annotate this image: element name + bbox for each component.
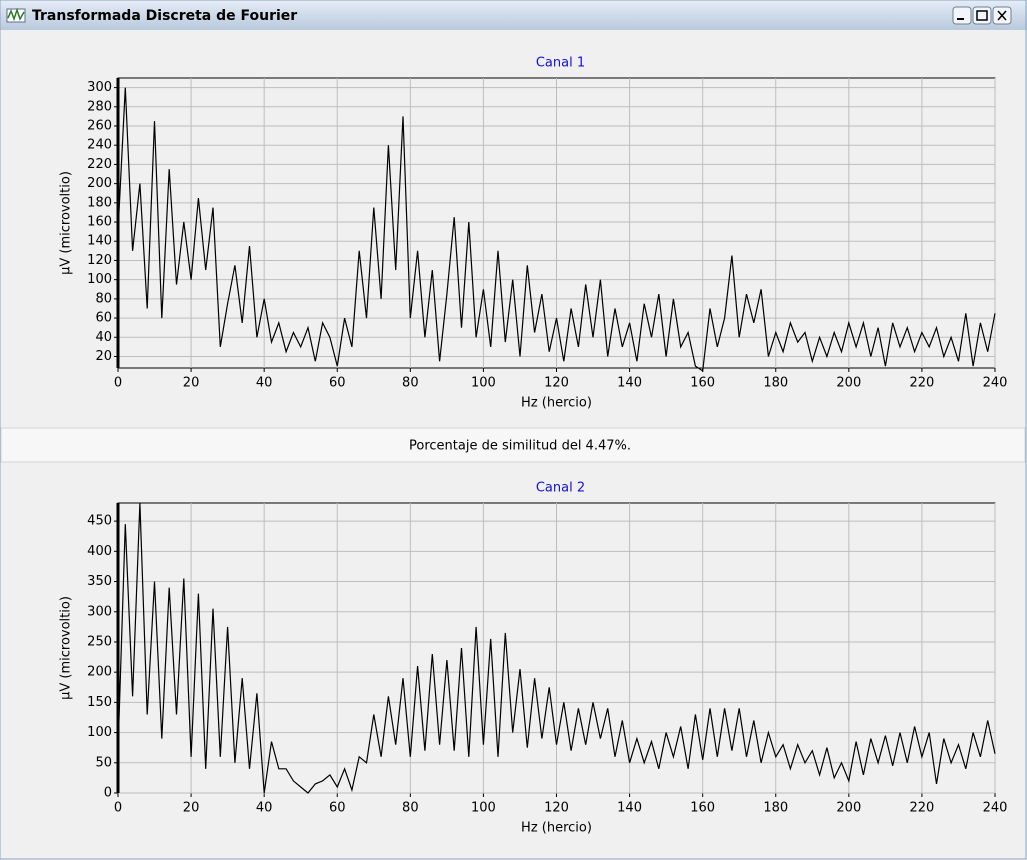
y-tick-label: 240 — [87, 138, 112, 153]
y-tick-label: 40 — [95, 330, 112, 345]
similarity-text: Porcentaje de similitud del 4.47%. — [409, 439, 631, 454]
data-line — [117, 87, 996, 372]
minimize-button[interactable] — [952, 6, 972, 25]
y-tick-label: 220 — [87, 157, 112, 172]
y-tick-label: 300 — [87, 604, 112, 619]
x-tick-label: 100 — [471, 376, 496, 391]
y-tick-label: 350 — [87, 574, 112, 589]
y-tick-label: 200 — [87, 176, 112, 191]
y-tick-label: 100 — [87, 272, 112, 287]
x-tick-label: 220 — [910, 801, 935, 816]
y-tick-label: 250 — [87, 634, 112, 649]
y-tick-label: 160 — [87, 215, 112, 230]
x-tick-label: 180 — [763, 376, 788, 391]
x-tick-label: 160 — [690, 376, 715, 391]
x-tick-label: 60 — [329, 376, 346, 391]
chart-title: Canal 1 — [536, 56, 585, 71]
x-tick-label: 80 — [402, 801, 419, 816]
x-tick-label: 60 — [329, 801, 346, 816]
y-tick-label: 180 — [87, 195, 112, 210]
x-tick-label: 140 — [617, 376, 642, 391]
y-tick-label: 120 — [87, 253, 112, 268]
x-tick-label: 0 — [114, 376, 122, 391]
data-line — [117, 502, 996, 794]
x-tick-label: 160 — [690, 801, 715, 816]
window-icon — [6, 7, 26, 23]
x-tick-label: 140 — [617, 801, 642, 816]
x-tick-label: 200 — [836, 376, 861, 391]
y-tick-label: 260 — [87, 119, 112, 134]
y-tick-label: 150 — [87, 695, 112, 710]
y-tick-label: 400 — [87, 544, 112, 559]
x-tick-label: 0 — [114, 801, 122, 816]
x-tick-label: 200 — [836, 801, 861, 816]
x-tick-label: 100 — [471, 801, 496, 816]
x-tick-label: 80 — [402, 376, 419, 391]
x-tick-label: 120 — [544, 801, 569, 816]
x-tick-label: 20 — [183, 801, 200, 816]
close-button[interactable] — [992, 6, 1012, 25]
maximize-button[interactable] — [972, 6, 992, 25]
y-tick-label: 60 — [95, 311, 112, 326]
x-tick-label: 180 — [763, 801, 788, 816]
y-tick-label: 300 — [87, 80, 112, 95]
x-tick-label: 240 — [983, 376, 1008, 391]
x-axis-label: Hz (hercio) — [521, 396, 592, 411]
chart-title: Canal 2 — [536, 481, 585, 496]
y-tick-label: 450 — [87, 514, 112, 529]
x-tick-label: 120 — [544, 376, 569, 391]
y-tick-label: 50 — [95, 755, 112, 770]
window-title: Transformada Discreta de Fourier — [32, 8, 297, 24]
y-tick-label: 80 — [95, 291, 112, 306]
y-tick-label: 200 — [87, 665, 112, 680]
y-tick-label: 140 — [87, 234, 112, 249]
x-axis-label: Hz (hercio) — [521, 821, 592, 836]
x-tick-label: 240 — [983, 801, 1008, 816]
y-tick-label: 0 — [104, 786, 112, 801]
title-bar — [0, 0, 1027, 30]
x-tick-label: 220 — [910, 376, 935, 391]
status-strip — [0, 427, 1026, 463]
y-axis-label: µV (microvoltio) — [59, 171, 74, 275]
y-axis-label: µV (microvoltio) — [59, 596, 74, 700]
y-tick-label: 20 — [95, 349, 112, 364]
y-tick-label: 280 — [87, 99, 112, 114]
x-tick-label: 40 — [256, 801, 273, 816]
x-tick-label: 40 — [256, 376, 273, 391]
x-tick-label: 20 — [183, 376, 200, 391]
y-tick-label: 100 — [87, 725, 112, 740]
